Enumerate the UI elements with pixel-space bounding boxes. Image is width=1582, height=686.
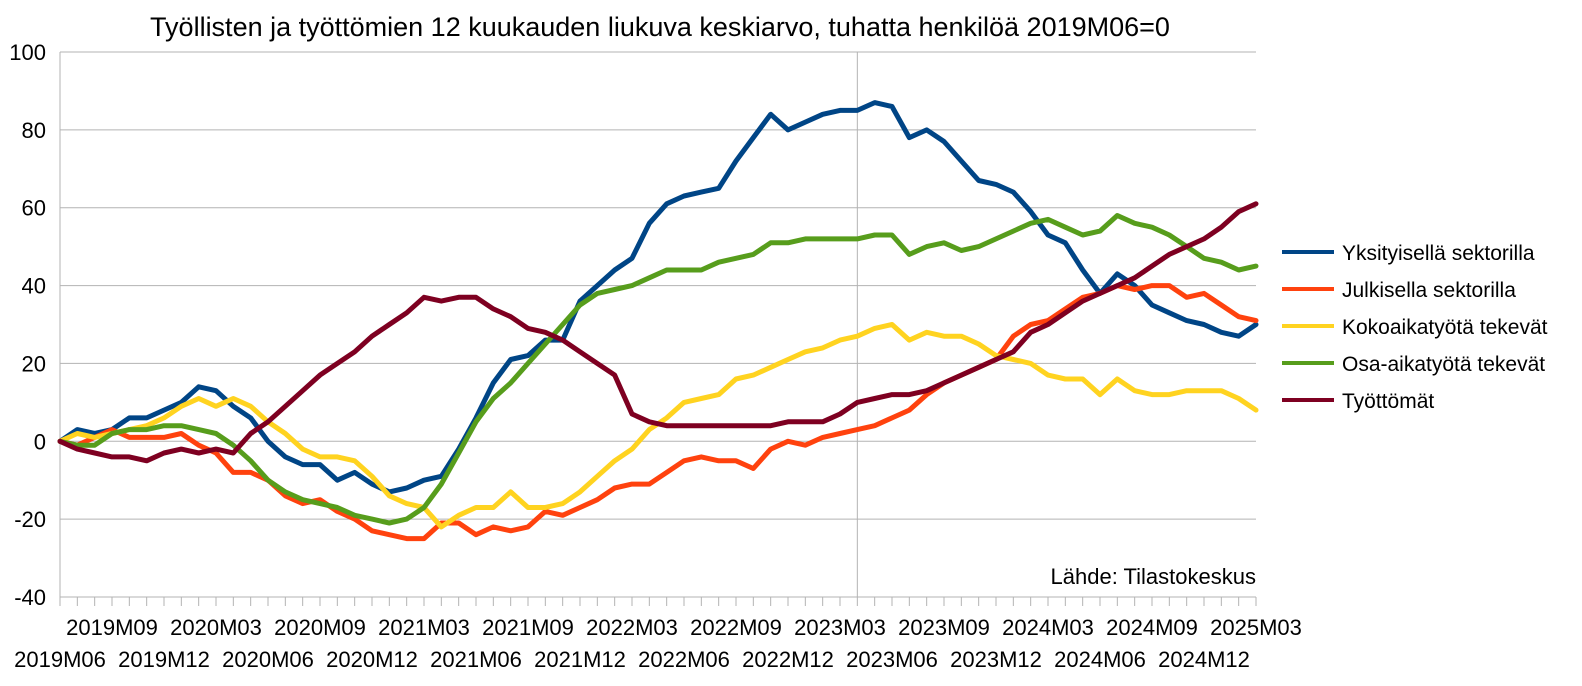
- legend-label-4: Osa-aikatyötä tekevät: [1342, 353, 1545, 376]
- legend-label-1: Yksityisellä sektorilla: [1342, 242, 1535, 265]
- y-tick-label: 100: [9, 40, 46, 65]
- grid-lines: [60, 51, 1256, 598]
- x-tick-label: 2021M12: [534, 647, 626, 672]
- x-tick-label: 2020M09: [274, 615, 366, 640]
- legend-label-3: Kokoaikatyötä tekevät: [1342, 316, 1548, 339]
- x-tick-label: 2019M06: [14, 647, 106, 672]
- legend-label-5: Työttömät: [1342, 390, 1434, 413]
- series-line-2: [57, 283, 1259, 542]
- source-label-bg: [1010, 556, 1264, 590]
- x-tick-label: 2020M06: [222, 647, 314, 672]
- series-line-4: [57, 213, 1259, 526]
- x-tick-label: 2021M03: [378, 615, 470, 640]
- x-tick-label: 2022M12: [742, 647, 834, 672]
- y-tick-label: -20: [14, 507, 46, 532]
- x-tick-label: 2023M09: [898, 615, 990, 640]
- series-lines: [57, 100, 1259, 542]
- x-tick-label: 2020M03: [170, 615, 262, 640]
- y-tick-label: 60: [22, 196, 46, 221]
- y-tick-label: 20: [22, 351, 46, 376]
- x-tick-label: 2023M06: [846, 647, 938, 672]
- source-label: Lähde: Tilastokeskus: [1051, 564, 1256, 589]
- y-tick-label: 80: [22, 118, 46, 143]
- x-tick-label: 2024M12: [1158, 647, 1250, 672]
- x-tick-label: 2025M03: [1210, 615, 1302, 640]
- x-tick-label: 2022M06: [638, 647, 730, 672]
- x-tick-label: 2024M09: [1106, 615, 1198, 640]
- x-tick-label: 2019M12: [118, 647, 210, 672]
- x-tick-label: 2022M09: [690, 615, 782, 640]
- x-tick-label: 2021M09: [482, 615, 574, 640]
- x-tick-label: 2021M06: [430, 647, 522, 672]
- x-tick-label: 2023M12: [950, 647, 1042, 672]
- series-line-5: [57, 201, 1259, 464]
- legend-label-2: Julkisella sektorilla: [1342, 279, 1516, 302]
- x-tick-label: 2024M03: [1002, 615, 1094, 640]
- axes: -40 -20 0 20 40 60 80 100 2019M06 2019M09 2019M12 2…: [9, 40, 1302, 672]
- x-tick-label: 2023M03: [794, 615, 886, 640]
- y-tick-label: 0: [34, 429, 46, 454]
- legend: Yksityisellä sektorilla Julkisella sektor…: [1282, 242, 1548, 413]
- series-line-1: [57, 100, 1259, 495]
- x-tick-label: 2022M03: [586, 615, 678, 640]
- chart-title: Työllisten ja työttömien 12 kuukauden li…: [150, 12, 1170, 42]
- y-tick-label: 40: [22, 274, 46, 299]
- x-tick-label: 2020M12: [326, 647, 418, 672]
- y-tick-label: -40: [14, 585, 46, 610]
- x-tick-label: 2024M06: [1054, 647, 1146, 672]
- x-tick-label: 2019M09: [66, 615, 158, 640]
